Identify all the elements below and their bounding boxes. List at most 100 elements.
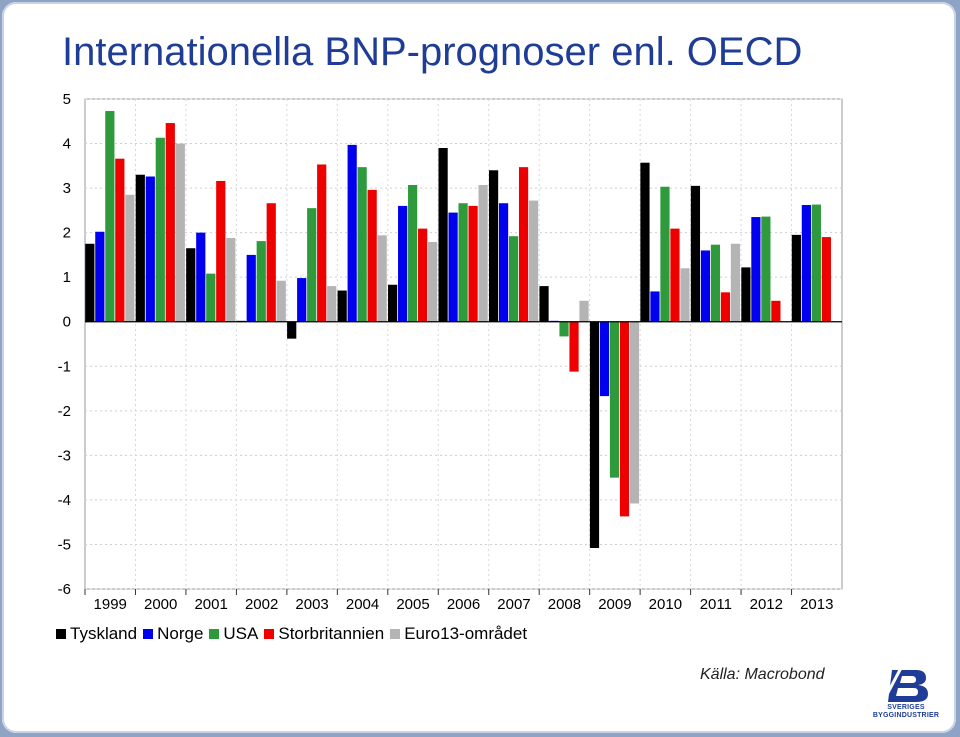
bar-tyskland (186, 248, 196, 322)
bar-norge (801, 205, 811, 322)
bar-tyskland (287, 321, 297, 339)
legend-label: Norge (157, 624, 204, 643)
bar-norge (196, 232, 206, 322)
x-tick-label: 2008 (548, 596, 581, 613)
bar-euro13-området (125, 194, 135, 322)
y-tick-label: -1 (58, 358, 71, 375)
legend-swatch (264, 629, 275, 639)
y-tick-label: 2 (63, 225, 71, 242)
bar-tyskland (388, 284, 398, 322)
bar-storbritannien (518, 167, 529, 322)
bar-storbritannien (720, 292, 731, 322)
bar-euro13-området (528, 200, 539, 322)
logo-mark-icon (880, 665, 928, 705)
legend-swatch (143, 629, 154, 639)
bar-euro13-området (428, 241, 438, 322)
bar-usa (206, 273, 216, 322)
bar-euro13-området (730, 243, 741, 322)
bar-tyskland (488, 170, 499, 322)
legend-swatch (209, 629, 220, 639)
y-tick-label: 1 (63, 269, 71, 286)
y-tick-label: -6 (58, 581, 71, 598)
y-tick-label: -5 (58, 536, 71, 553)
legend-label: USA (223, 624, 259, 643)
bar-usa (155, 137, 165, 322)
bar-usa (357, 167, 367, 322)
bar-storbritannien (317, 164, 327, 322)
x-tick-label: 2011 (700, 596, 732, 613)
slide-title: Internationella BNP-prognoser enl. OECD (62, 30, 803, 74)
bar-storbritannien (367, 189, 377, 322)
x-tick-label: 2005 (396, 596, 429, 613)
legend-swatch (56, 629, 66, 639)
bar-euro13-området (175, 143, 185, 322)
legend-item: Norge (143, 624, 203, 644)
bar-usa (761, 216, 771, 322)
bar-storbritannien (216, 180, 226, 322)
y-tick-label: 0 (63, 314, 71, 331)
bar-norge (297, 278, 307, 322)
bar-storbritannien (468, 205, 478, 322)
bar-tyskland (589, 321, 600, 549)
bar-norge (347, 144, 357, 322)
x-tick-label: 2010 (649, 596, 682, 613)
bar-tyskland (791, 234, 801, 322)
bar-tyskland (741, 267, 751, 322)
x-tick-label: 2002 (245, 596, 278, 613)
bar-usa (609, 321, 620, 478)
bar-tyskland (337, 290, 347, 322)
bar-norge (95, 231, 105, 322)
chart-legend: Tyskland Norge USA Storbritannien Euro13-omr… (56, 624, 533, 644)
bar-euro13-området (579, 300, 589, 322)
plot-area (84, 98, 843, 590)
bar-usa (559, 321, 569, 337)
x-tick-label: 1999 (94, 596, 127, 613)
bar-usa (710, 244, 721, 322)
x-tick-label: 2013 (800, 596, 833, 613)
source-label: Källa: Macrobond (700, 666, 825, 683)
bar-usa (508, 236, 519, 322)
bar-euro13-området (377, 235, 387, 322)
bar-usa (660, 186, 670, 322)
legend-label: Euro13-området (404, 624, 528, 643)
bar-tyskland (85, 243, 95, 322)
x-tick-label: 2012 (750, 596, 783, 613)
bar-norge (599, 321, 610, 397)
x-tick-label: 2003 (295, 596, 328, 613)
logo-line2: BYGGINDUSTRIER (872, 712, 940, 719)
bar-norge (498, 203, 509, 322)
x-tick-label: 2004 (346, 596, 379, 613)
bar-norge (145, 176, 155, 322)
bar-storbritannien (569, 321, 579, 372)
legend-label: Storbritannien (278, 624, 385, 643)
bar-usa (458, 203, 468, 322)
bar-euro13-området (226, 237, 236, 322)
y-tick-label: -4 (58, 492, 71, 509)
bar-storbritannien (266, 203, 276, 322)
y-tick-label: 4 (63, 136, 71, 153)
bar-usa (256, 241, 266, 322)
x-tick-label: 2007 (497, 596, 530, 613)
bar-storbritannien (771, 300, 781, 322)
bar-usa (408, 184, 418, 322)
legend-swatch (390, 629, 401, 639)
x-tick-label: 2000 (144, 596, 177, 613)
x-tick-label: 2009 (598, 596, 631, 613)
legend-item: Euro13-området (390, 624, 527, 644)
bar-tyskland (690, 185, 701, 322)
y-tick-label: 5 (63, 91, 71, 108)
legend-item: Storbritannien (264, 624, 384, 644)
bar-tyskland (438, 148, 448, 322)
bar-norge (700, 250, 711, 322)
bar-storbritannien (115, 158, 125, 322)
bar-norge (448, 212, 458, 322)
logo-line1: SVERIGES (887, 704, 925, 711)
y-tick-label: 3 (63, 180, 71, 197)
legend-label: Tyskland (70, 624, 138, 643)
bar-euro13-området (327, 286, 337, 322)
bar-euro13-området (629, 321, 640, 504)
bar-usa (811, 204, 821, 322)
bar-storbritannien (619, 321, 630, 517)
